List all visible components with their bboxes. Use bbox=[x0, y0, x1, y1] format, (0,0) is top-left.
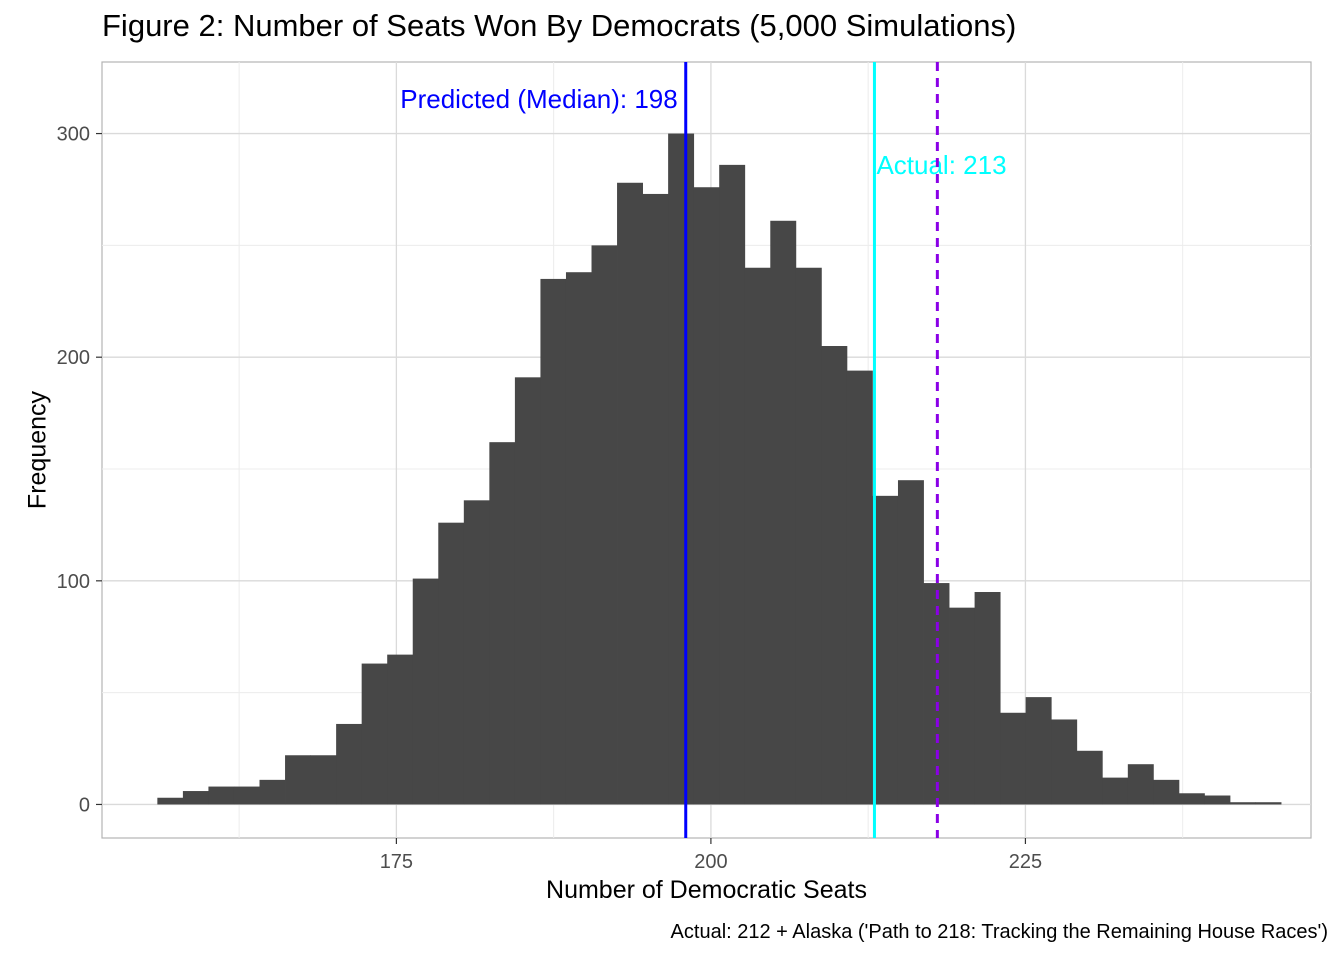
x-axis-label: Number of Democratic Seats bbox=[546, 876, 867, 904]
reference-line-label: Predicted (Median): 198 bbox=[400, 84, 677, 114]
histogram-bar bbox=[617, 182, 643, 805]
x-tick-label: 200 bbox=[694, 851, 727, 873]
y-tick-label: 100 bbox=[57, 571, 90, 593]
histogram-bar bbox=[310, 755, 337, 805]
histogram-bar bbox=[1127, 764, 1154, 805]
x-tick-label: 225 bbox=[1009, 851, 1042, 873]
histogram-bar bbox=[1204, 795, 1231, 805]
histogram-bar bbox=[565, 272, 592, 805]
histogram-bar bbox=[872, 495, 899, 805]
histogram-bar bbox=[770, 220, 797, 805]
histogram-bar bbox=[285, 755, 311, 805]
histogram-bar bbox=[719, 164, 746, 805]
histogram-bar bbox=[157, 797, 184, 805]
histogram-bar bbox=[1153, 779, 1180, 805]
histogram-bar bbox=[642, 193, 669, 805]
histogram-bar bbox=[668, 133, 695, 805]
histogram-bar bbox=[540, 278, 567, 805]
histogram-bar bbox=[1229, 802, 1256, 805]
histogram-bar bbox=[208, 786, 235, 805]
histogram-bar bbox=[361, 663, 388, 805]
reference-lines: Predicted (Median): 198 Actual: 213 bbox=[400, 62, 1007, 838]
chart-caption: Actual: 212 + Alaska ('Path to 218: Trac… bbox=[670, 921, 1328, 943]
histogram-bar bbox=[897, 480, 924, 805]
histogram-bar bbox=[438, 522, 465, 805]
histogram-bar bbox=[233, 786, 260, 805]
histogram-bar bbox=[1102, 777, 1129, 805]
histogram-bar bbox=[387, 654, 414, 805]
histogram-bar bbox=[1076, 750, 1103, 805]
histogram-bar bbox=[846, 370, 873, 805]
histogram-bar bbox=[259, 779, 286, 805]
histogram-bar bbox=[182, 791, 209, 805]
histogram-bar bbox=[1025, 697, 1052, 805]
histogram-bar bbox=[412, 578, 439, 805]
histogram-bar bbox=[591, 245, 618, 805]
y-tick-label: 200 bbox=[57, 347, 90, 369]
plot-panel bbox=[101, 61, 1312, 839]
y-axis-label: Frequency bbox=[23, 390, 52, 510]
histogram-bar bbox=[336, 723, 363, 805]
histogram-bar bbox=[463, 500, 490, 805]
histogram-bar bbox=[744, 267, 771, 805]
x-tick-label: 175 bbox=[380, 851, 413, 873]
histogram-bar bbox=[795, 267, 822, 805]
axis-ticks: 175 200 225 0 100 200 300 bbox=[57, 124, 1042, 873]
histogram-bar bbox=[1178, 793, 1205, 805]
histogram-bar bbox=[489, 442, 516, 805]
histogram-bar bbox=[821, 346, 848, 805]
y-tick-label: 300 bbox=[57, 124, 90, 146]
histogram-bar bbox=[1000, 712, 1027, 805]
histogram-bar bbox=[974, 592, 1001, 805]
histogram-bar bbox=[1051, 719, 1078, 805]
y-tick-label: 0 bbox=[79, 794, 90, 816]
reference-line-label: Actual: 213 bbox=[876, 150, 1006, 180]
histogram-bar bbox=[693, 187, 720, 805]
histogram-bar bbox=[514, 377, 541, 805]
histogram-bar bbox=[949, 607, 975, 805]
chart-title: Figure 2: Number of Seats Won By Democra… bbox=[102, 8, 1017, 43]
histogram-bar bbox=[1255, 802, 1282, 805]
